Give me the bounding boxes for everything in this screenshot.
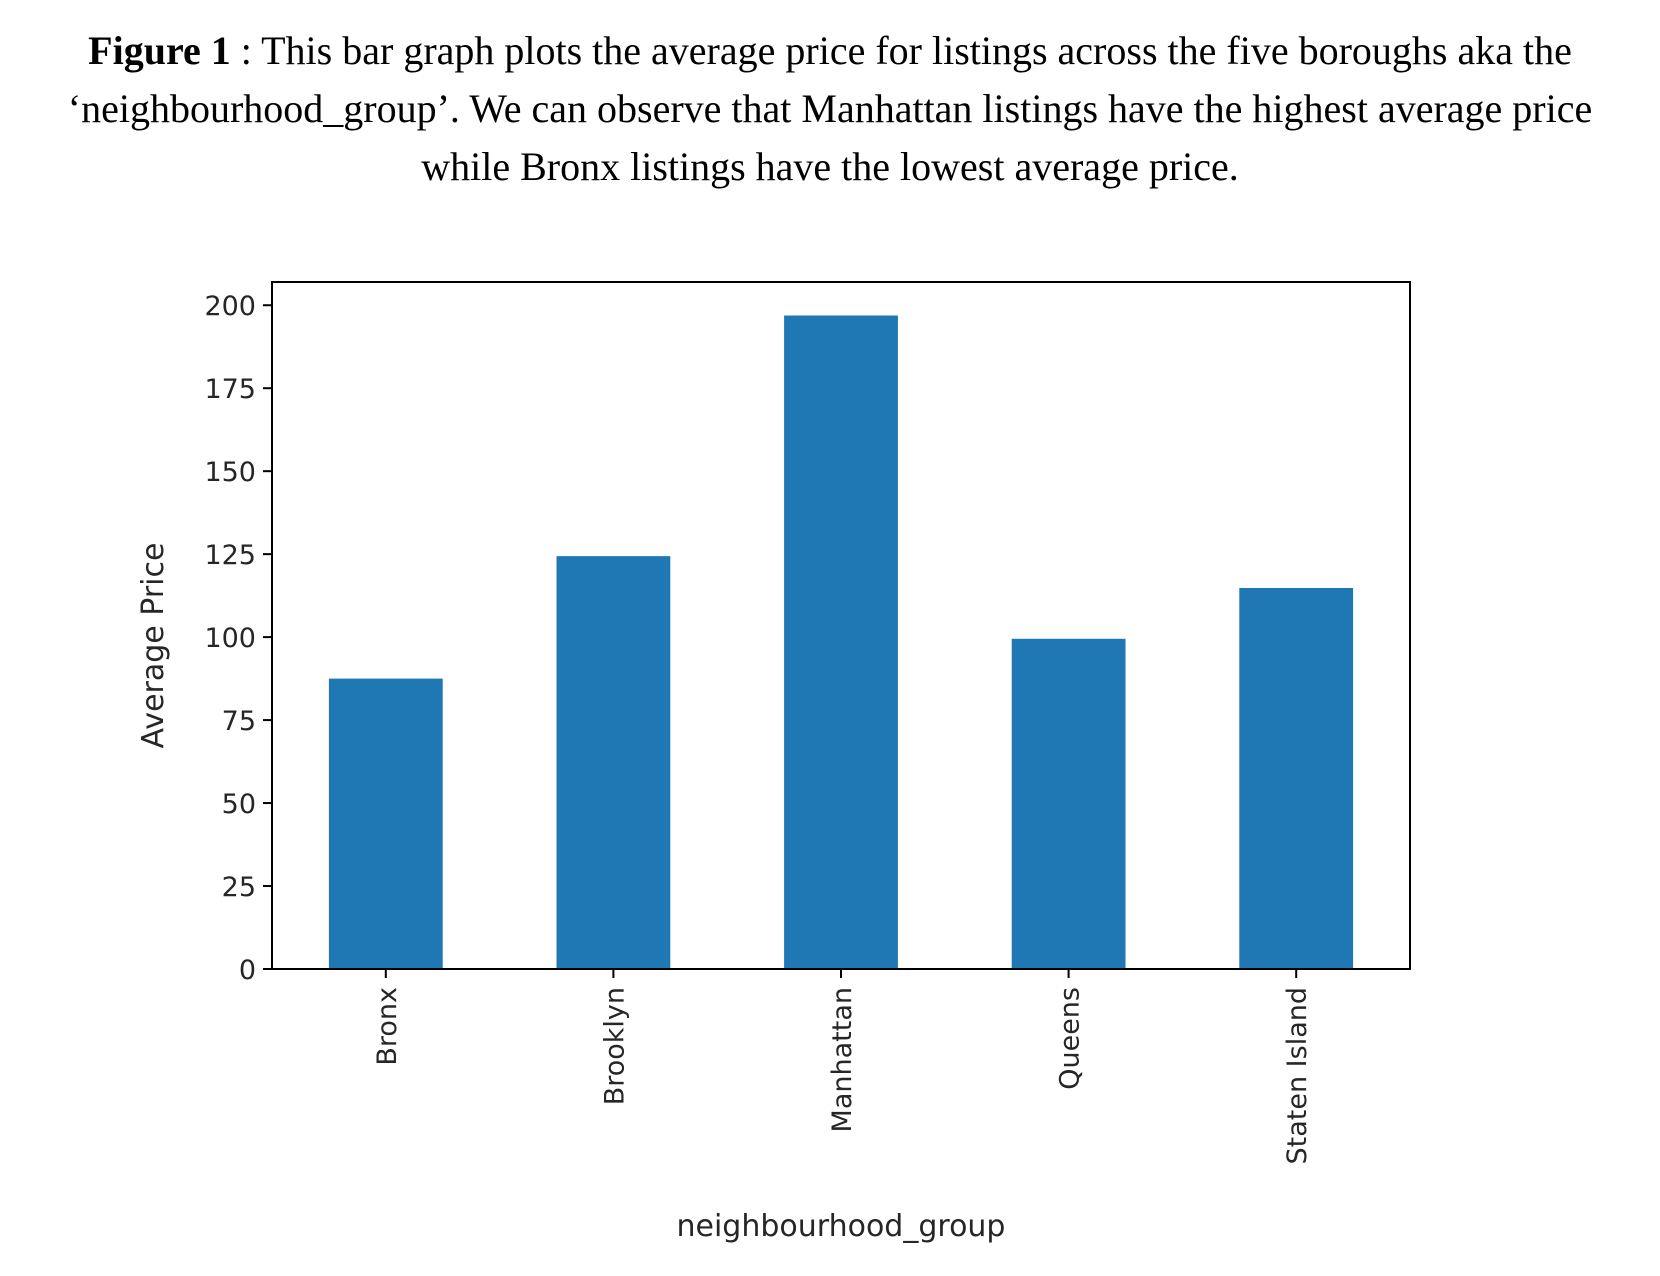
- y-tick-label: 150: [204, 457, 256, 488]
- y-axis-label: Average Price: [136, 543, 171, 749]
- y-tick-label: 75: [222, 706, 256, 737]
- y-tick-label: 50: [222, 789, 256, 820]
- x-tick-label: Bronx: [372, 987, 403, 1066]
- y-tick-label: 0: [239, 955, 256, 986]
- x-axis-label: neighbourhood_group: [677, 1209, 1006, 1244]
- bar-bronx: [328, 678, 443, 969]
- x-tick-label: Manhattan: [827, 987, 858, 1132]
- y-axis: 0 25 50 75 100 125 150 175 200: [204, 291, 272, 986]
- y-tick-label: 100: [204, 623, 256, 654]
- bar-queens: [1011, 638, 1126, 969]
- figure-caption: Figure 1 : This bar graph plots the aver…: [20, 22, 1640, 196]
- y-tick-label: 200: [204, 291, 256, 322]
- bar-brooklyn: [556, 556, 671, 969]
- y-tick-label: 125: [204, 540, 256, 571]
- x-tick-label: Brooklyn: [599, 987, 630, 1105]
- figure-label: Figure 1: [88, 28, 231, 73]
- caption-text: : This bar graph plots the average price…: [67, 28, 1593, 189]
- bar-staten-island: [1239, 587, 1354, 969]
- bar-manhattan: [784, 315, 898, 970]
- x-axis: Bronx Brooklyn Manhattan Queens Staten Islan…: [372, 969, 1313, 1165]
- y-tick-label: 25: [222, 872, 256, 903]
- bars-group: [328, 315, 1354, 970]
- y-tick-label: 175: [204, 374, 256, 405]
- x-tick-label: Queens: [1055, 987, 1086, 1090]
- x-tick-label: Staten Island: [1282, 987, 1313, 1165]
